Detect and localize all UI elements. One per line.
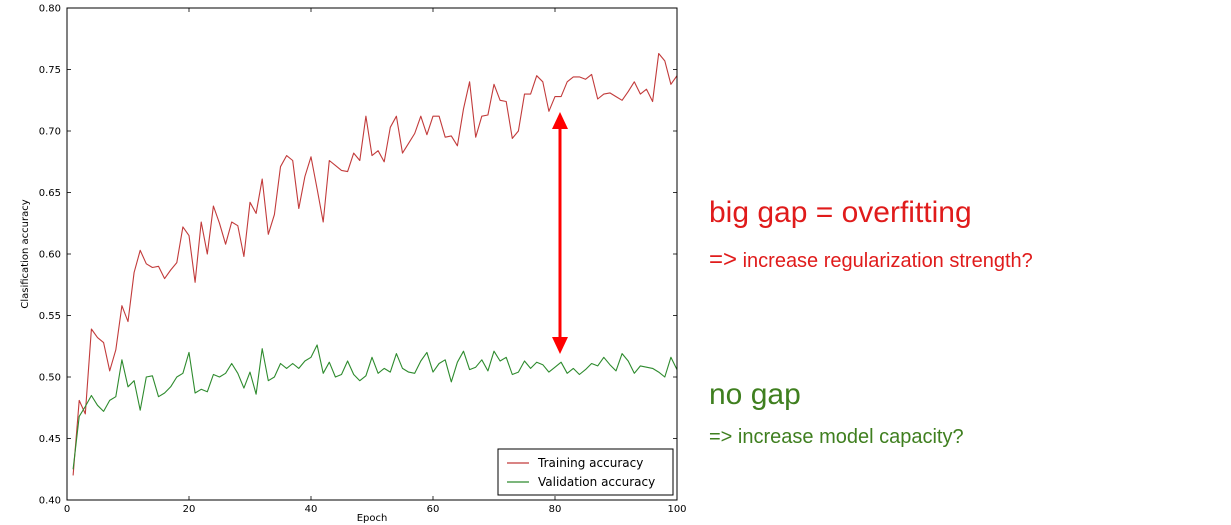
y-axis-label: Clasification accuracy — [20, 199, 31, 308]
legend: Training accuracy Validation accuracy — [497, 448, 674, 496]
y-axis: 0.40 0.45 0.50 0.55 0.60 0.65 0.70 0.75 0.80 — [39, 4, 677, 507]
no-gap-heading: no gap — [709, 378, 801, 411]
validation-accuracy-line — [72, 344, 678, 470]
x-axis: 0 20 40 60 80 100 — [64, 8, 687, 515]
gap-arrow-head-bottom — [552, 337, 568, 354]
y-tick-label: 0.50 — [39, 373, 61, 384]
gap-arrow — [552, 112, 568, 354]
y-tick-label: 0.65 — [39, 188, 61, 199]
x-tick-label: 100 — [667, 504, 686, 515]
overfitting-heading: big gap = overfitting — [709, 196, 972, 229]
plot-frame — [66, 7, 678, 501]
training-accuracy-line — [72, 52, 678, 476]
accuracy-chart: 0 20 40 60 80 100 0.40 0.45 0.50 0.55 0.60 0.65 0.7… — [20, 4, 687, 525]
y-tick-label: 0.55 — [39, 311, 61, 322]
legend-label-training: Training accuracy — [537, 456, 643, 470]
x-tick-label: 0 — [64, 504, 70, 515]
gap-arrow-head-top — [552, 112, 568, 129]
x-axis-label: Epoch — [357, 513, 388, 524]
no-gap-suggestion: => increase model capacity? — [709, 426, 964, 448]
x-tick-label: 40 — [305, 504, 318, 515]
y-tick-label: 0.80 — [39, 4, 61, 15]
y-tick-label: 0.75 — [39, 65, 61, 76]
y-tick-label: 0.70 — [39, 127, 61, 138]
x-tick-label: 60 — [427, 504, 440, 515]
y-tick-label: 0.45 — [39, 434, 61, 445]
overfitting-suggestion: => increase regularization strength? — [709, 246, 1033, 274]
overfitting-suggestion-text: increase regularization strength? — [737, 250, 1033, 272]
implies-arrow: => — [709, 246, 738, 273]
y-tick-label: 0.40 — [39, 496, 61, 507]
plot-lines — [72, 52, 678, 476]
x-tick-label: 80 — [549, 504, 562, 515]
legend-box — [497, 448, 674, 496]
legend-label-validation: Validation accuracy — [538, 475, 655, 489]
y-tick-label: 0.60 — [39, 250, 61, 261]
x-tick-label: 20 — [183, 504, 196, 515]
